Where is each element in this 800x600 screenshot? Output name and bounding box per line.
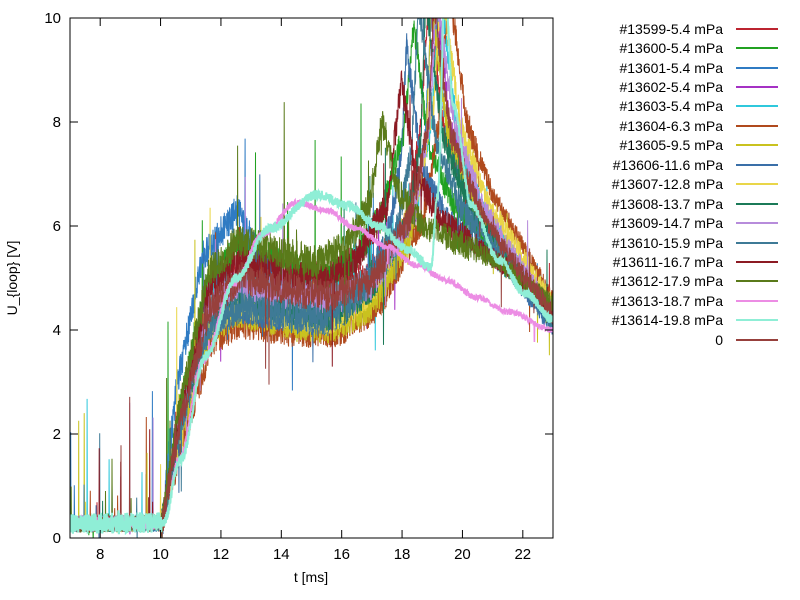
legend-entry: #13607-12.8 mPa [518,175,778,194]
plot-border [69,17,554,539]
x-tick-label: 14 [273,546,290,563]
legend-line-sample [736,299,778,302]
legend-line-sample [736,222,778,225]
legend-line-sample [736,163,778,166]
y-axis-title: U_{loop} [V] [4,241,20,316]
legend-entry: #13600-5.4 mPa [518,38,778,57]
legend-line-sample [736,338,778,341]
legend-label: #13606-11.6 mPa [612,156,723,173]
legend-line-sample [736,202,778,205]
legend-entry: 0 [518,330,778,349]
trace--13614-19-8-mpa [70,18,553,536]
x-tick-label: 16 [333,546,350,563]
legend-label: #13611-16.7 mPa [612,253,723,270]
x-tick-label: 12 [213,546,230,563]
legend-entry: #13614-19.8 mPa [518,311,778,330]
legend-entry: #13612-17.9 mPa [518,272,778,291]
y-tick-label: 2 [53,426,61,443]
data-traces [70,18,553,538]
legend-label: #13600-5.4 mPa [619,40,723,57]
legend-label: #13604-6.3 mPa [619,117,723,134]
legend-entry: #13604-6.3 mPa [518,116,778,135]
legend-entry: #13608-13.7 mPa [518,194,778,213]
legend-entry: #13603-5.4 mPa [518,97,778,116]
x-tick-label: 8 [96,546,104,563]
y-tick-label: 4 [53,322,61,339]
legend-label: #13614-19.8 mPa [611,312,723,329]
y-tick-label: 8 [53,114,61,131]
legend-line-sample [736,183,778,186]
legend-line-sample [736,241,778,244]
legend-line-sample [736,105,778,108]
legend-label: #13601-5.4 mPa [619,59,723,76]
legend-line-sample [736,27,778,30]
legend-label: #13607-12.8 mPa [611,176,723,193]
legend-line-sample [736,86,778,89]
legend-line-sample [736,260,778,263]
legend-line-sample [736,280,778,283]
legend-entry: #13610-15.9 mPa [518,233,778,252]
legend-entry: #13606-11.6 mPa [518,155,778,174]
legend-label: #13599-5.4 mPa [619,20,723,37]
legend-line-sample [736,124,778,127]
legend-label: #13608-13.7 mPa [611,195,723,212]
chart-legend: #13599-5.4 mPa #13600-5.4 mPa #13601-5.4 m… [518,19,778,349]
x-tick-label: 10 [152,546,169,563]
legend-label: #13609-14.7 mPa [611,215,723,232]
x-tick-label: 18 [394,546,411,563]
legend-line-sample [736,319,778,322]
legend-entry: #13605-9.5 mPa [518,136,778,155]
legend-entry: #13609-14.7 mPa [518,213,778,232]
legend-label: #13602-5.4 mPa [619,79,723,96]
axis-tick-labels: 8 10 12 14 16 18 20 22 0 2 4 6 8 10 [44,10,531,563]
legend-line-sample [736,47,778,50]
y-tick-label: 10 [44,10,61,27]
legend-label: #13612-17.9 mPa [611,273,723,290]
y-tick-label: 6 [53,218,61,235]
legend-label: #13603-5.4 mPa [619,98,723,115]
legend-label: #13613-18.7 mPa [611,292,723,309]
legend-label: 0 [715,331,723,348]
legend-line-sample [736,66,778,69]
y-tick-label: 0 [53,530,61,547]
axis-ticks [70,17,553,539]
legend-label: #13605-9.5 mPa [619,137,723,154]
x-tick-label: 20 [454,546,471,563]
legend-line-sample [736,144,778,147]
x-axis-title: t [ms] [294,569,328,585]
legend-entry: #13601-5.4 mPa [518,58,778,77]
legend-entry: #13611-16.7 mPa [518,252,778,271]
legend-entry: #13613-18.7 mPa [518,291,778,310]
legend-label: #13610-15.9 mPa [611,234,723,251]
legend-entry: #13599-5.4 mPa [518,19,778,38]
legend-entry: #13602-5.4 mPa [518,77,778,96]
x-tick-label: 22 [514,546,531,563]
